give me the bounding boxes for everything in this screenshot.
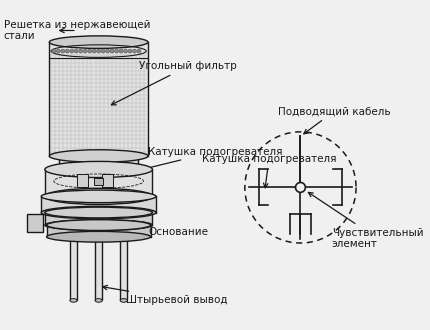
Ellipse shape — [95, 236, 102, 240]
Circle shape — [132, 49, 136, 53]
Bar — [49, 42, 148, 156]
Bar — [45, 170, 153, 196]
Ellipse shape — [49, 36, 148, 49]
Ellipse shape — [120, 299, 127, 302]
Bar — [94, 178, 103, 185]
Circle shape — [123, 49, 128, 53]
Ellipse shape — [45, 207, 153, 218]
Circle shape — [119, 49, 123, 53]
Ellipse shape — [49, 150, 148, 162]
Circle shape — [56, 49, 60, 53]
Circle shape — [110, 49, 114, 53]
Circle shape — [97, 49, 101, 53]
Text: Угольный фильтр: Угольный фильтр — [111, 61, 237, 105]
Bar — [102, 174, 113, 186]
Ellipse shape — [95, 299, 102, 302]
Circle shape — [70, 49, 74, 53]
Circle shape — [83, 49, 87, 53]
Text: Основание: Основание — [130, 221, 208, 237]
Text: Решетка из нержавеющей
стали: Решетка из нержавеющей стали — [3, 20, 150, 41]
Ellipse shape — [46, 220, 150, 230]
Bar — [70, 238, 77, 300]
Ellipse shape — [70, 236, 77, 240]
Text: Чувствительный
элемент: Чувствительный элемент — [308, 192, 424, 249]
Text: Штырьевой вывод: Штырьевой вывод — [103, 285, 227, 305]
Bar — [41, 196, 156, 213]
Bar — [46, 225, 150, 237]
Ellipse shape — [45, 161, 153, 178]
Bar — [77, 174, 88, 186]
Circle shape — [79, 49, 83, 53]
Circle shape — [101, 49, 105, 53]
Bar — [120, 238, 127, 300]
Circle shape — [65, 49, 69, 53]
Circle shape — [106, 49, 110, 53]
Circle shape — [61, 49, 65, 53]
Ellipse shape — [46, 231, 150, 242]
Circle shape — [74, 49, 78, 53]
Circle shape — [295, 182, 305, 192]
Bar — [45, 213, 153, 225]
Text: Катушка подогревателя: Катушка подогревателя — [202, 154, 336, 188]
Circle shape — [88, 49, 92, 53]
Text: Подводящий кабель: Подводящий кабель — [278, 106, 390, 134]
Ellipse shape — [45, 220, 153, 230]
Circle shape — [52, 49, 56, 53]
Bar — [59, 156, 138, 170]
Ellipse shape — [45, 188, 153, 205]
Ellipse shape — [41, 206, 156, 219]
Circle shape — [92, 49, 96, 53]
Bar — [95, 238, 102, 300]
Ellipse shape — [120, 236, 127, 240]
Circle shape — [137, 49, 141, 53]
Bar — [27, 214, 43, 232]
Ellipse shape — [70, 299, 77, 302]
Circle shape — [128, 49, 132, 53]
Ellipse shape — [59, 163, 138, 176]
Text: Катушка подогревателя: Катушка подогревателя — [98, 147, 283, 181]
Ellipse shape — [41, 190, 156, 203]
Circle shape — [115, 49, 119, 53]
